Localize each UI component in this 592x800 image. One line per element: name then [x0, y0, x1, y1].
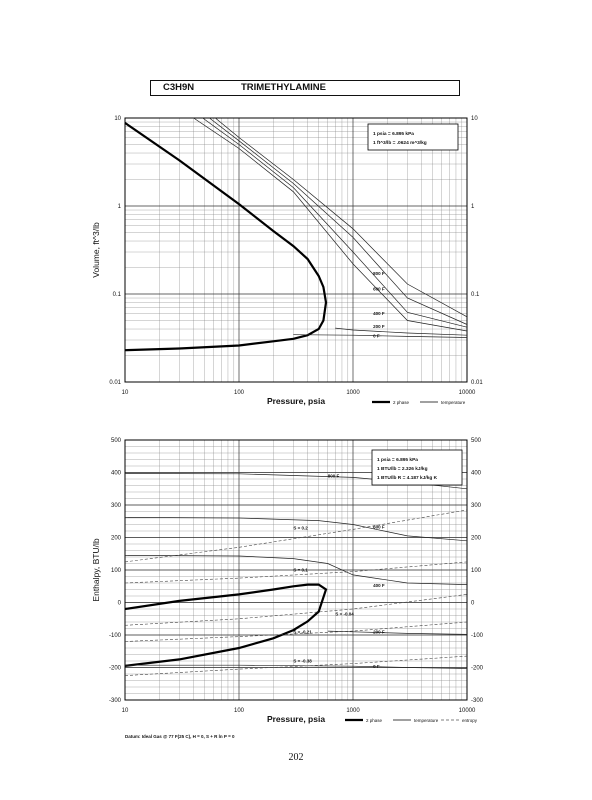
series-line-s-0-38: [124, 655, 468, 676]
chart-1: [124, 117, 468, 404]
y-tick-label-left: -100: [109, 633, 122, 639]
info-box: [371, 449, 463, 486]
y-tick-label-right: 500: [471, 438, 482, 444]
x-axis-label: Pressure, psia: [267, 396, 325, 406]
legend-label: temperature: [414, 718, 439, 723]
series-line-0-f: [293, 334, 468, 338]
chart-2: [124, 439, 468, 722]
series-line-400-f: [193, 117, 468, 332]
series-line-600-f: [124, 517, 468, 542]
curve-label: S = -0.04: [335, 612, 354, 617]
curve-label: 800 F: [328, 473, 340, 478]
info-box: [367, 123, 459, 151]
y-tick-label-left: 300: [111, 503, 122, 509]
y-tick-label-left: 200: [111, 536, 122, 542]
info-box-line: 1 psia = 6.895 kPa: [377, 457, 418, 463]
y-axis-label: Volume, ft^3/lb: [91, 222, 101, 278]
series-line-600-f: [209, 117, 468, 325]
y-tick-label-left: -200: [109, 666, 122, 672]
plot-frame: [124, 117, 468, 383]
x-tick-label: 10000: [459, 390, 476, 396]
x-tick-label: 100: [234, 390, 245, 396]
curve-label: 600 F: [373, 524, 385, 529]
chart-title-box: C3H9N TRIMETHYLAMINE: [150, 80, 460, 96]
y-tick-label-right: 0.01: [471, 380, 483, 386]
curve-label: S = 0.1: [293, 568, 308, 573]
info-box-line: 1 ft^3/lb = .0624 m^3/kg: [373, 140, 427, 146]
curve-label: S = -0.38: [293, 659, 312, 664]
y-tick-label-right: -300: [471, 698, 484, 704]
page-number: 202: [288, 752, 304, 763]
x-tick-label: 1000: [346, 390, 360, 396]
legend-label: 2 phase: [366, 718, 383, 723]
series-line-s-0-1: [124, 561, 468, 584]
x-axis-label: Pressure, psia: [267, 714, 325, 724]
series-line-unlabeled: [215, 117, 468, 318]
x-tick-label: 10: [122, 390, 129, 396]
series-line-500-f: [202, 117, 468, 328]
curve-label: S = -0.21: [293, 629, 312, 634]
y-tick-label-right: 100: [471, 568, 482, 574]
legend-label: 2 phase: [393, 400, 410, 405]
curve-label: 0 F: [373, 334, 380, 339]
series-line-400-f: [124, 555, 468, 585]
y-tick-label-right: 300: [471, 503, 482, 509]
y-tick-label-left: 400: [111, 471, 122, 477]
y-tick-label-right: 400: [471, 471, 482, 477]
legend-label: entropy: [462, 718, 478, 723]
y-tick-label-left: 0.1: [113, 292, 122, 298]
info-box-line: 1 psia = 6.895 kPa: [373, 131, 414, 137]
legend-label: temperature: [441, 400, 466, 405]
plot-frame: [124, 439, 468, 701]
y-tick-label-left: -300: [109, 698, 122, 704]
curve-label: S = 0.2: [293, 525, 308, 530]
chemical-formula: C3H9N: [163, 82, 195, 93]
series-line-2-phase: [124, 121, 328, 352]
x-tick-label: 10: [122, 708, 129, 714]
series-line-200-f: [327, 630, 468, 635]
curve-label: 0 F: [373, 664, 380, 669]
curve-label: 200 F: [373, 324, 385, 329]
y-tick-label-right: 10: [471, 116, 478, 122]
series-line-0-f: [125, 664, 468, 669]
info-box-line: 1 BTU/lb = 2.326 kJ/kg: [377, 466, 428, 472]
datum-note: Datum: Ideal Gas @ 77 F(25 C), H = 0, S …: [125, 734, 235, 739]
y-tick-label-right: 0.1: [471, 292, 480, 298]
series-line-s-0-21: [124, 621, 468, 642]
curve-label: 200 F: [373, 630, 385, 635]
y-tick-label-right: -200: [471, 666, 484, 672]
y-tick-label-left: 1: [118, 204, 122, 210]
curve-label: 800 F: [373, 271, 385, 276]
curve-label: 600 F: [373, 286, 385, 291]
compound-name: TRIMETHYLAMINE: [241, 82, 326, 93]
y-tick-label-left: 0: [118, 601, 122, 607]
x-tick-label: 1000: [346, 708, 360, 714]
y-tick-label-right: -100: [471, 633, 484, 639]
y-tick-label-left: 500: [111, 438, 122, 444]
y-tick-label-left: 10: [114, 116, 121, 122]
series-line-s-0-2: [124, 509, 468, 563]
y-tick-label-right: 1: [471, 204, 475, 210]
series-line-200-f: [335, 327, 468, 336]
y-tick-label-right: 200: [471, 536, 482, 542]
y-tick-label-left: 0.01: [109, 380, 121, 386]
x-tick-label: 100: [234, 708, 245, 714]
x-tick-label: 10000: [459, 708, 476, 714]
curve-label: 400 F: [373, 583, 385, 588]
info-box-line: 1 BTU/lb R = 4.187 kJ/kg K: [377, 475, 438, 481]
series-line-s-0-04: [124, 594, 468, 626]
y-tick-label-left: 100: [111, 568, 122, 574]
curve-label: 400 F: [373, 311, 385, 316]
series-line-2-phase: [124, 583, 328, 667]
y-tick-label-right: 0: [471, 601, 475, 607]
y-axis-label: Enthalpy, BTU/lb: [91, 538, 101, 601]
